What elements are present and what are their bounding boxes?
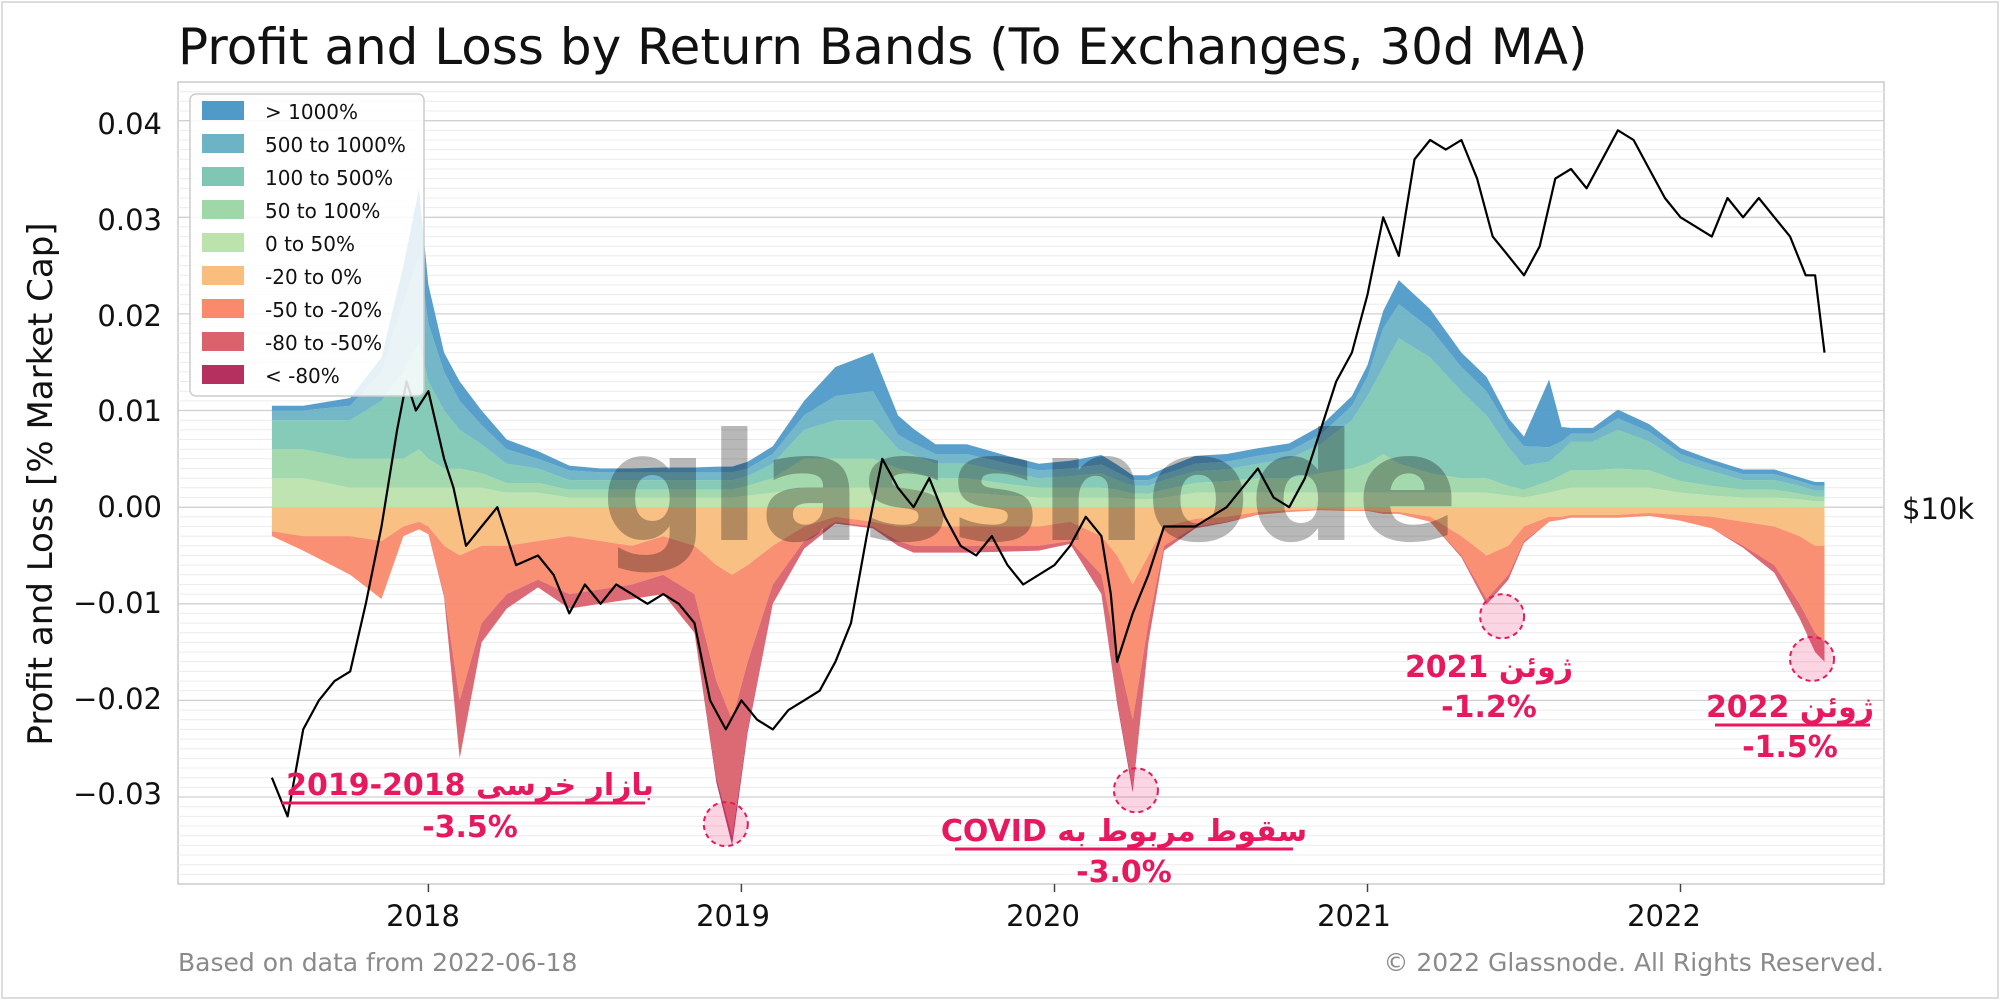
y-tick-label: 0.01 (97, 394, 162, 428)
legend-swatch (202, 200, 244, 219)
x-tick-label: 2018 (386, 899, 460, 933)
legend-swatch (202, 266, 244, 285)
price-line (270, 129, 1826, 818)
legend-label: -50 to -20% (265, 298, 382, 322)
area-100-to-500 (271, 338, 1825, 497)
annotation-bear-market-value: -3.5% (422, 810, 518, 845)
legend-swatch (202, 134, 244, 153)
annotation-covid-value: -3.0% (1076, 855, 1172, 890)
y-tick-label: −0.01 (73, 586, 162, 620)
area-neg50-to-neg20 (271, 509, 1825, 720)
legend-swatch (202, 233, 244, 252)
annotation-june-2021-value: -1.2% (1441, 690, 1537, 725)
x-tick-label: 2021 (1317, 899, 1391, 933)
y-tick-label: 0.02 (97, 299, 162, 333)
legend-label: 500 to 1000% (265, 133, 406, 157)
annotation-marker-bear-market (702, 801, 749, 848)
annotations: بازار خرسی 2018-2019 -3.5% سقوط مربوط به… (282, 650, 1874, 890)
y-tick-label: −0.02 (73, 682, 162, 716)
right-axis-label: $10k (1902, 492, 1974, 526)
legend-label: -80 to -50% (265, 331, 382, 355)
legend-swatch (202, 332, 244, 351)
y-axis-ticks: 0.04 0.03 0.02 0.01 0.00 −0.01 −0.02 −0.… (73, 107, 162, 811)
annotation-covid-title: سقوط مربوط به COVID (941, 814, 1307, 849)
legend-swatch (202, 299, 244, 318)
x-tick-label: 2020 (1006, 899, 1080, 933)
y-axis-label: Profit and Loss [% Market Cap] (21, 222, 61, 745)
y-tick-label: 0.04 (97, 107, 162, 141)
legend-label: 100 to 500% (265, 166, 393, 190)
x-axis-ticks: 2018 2019 2020 2021 2022 (386, 899, 1701, 933)
annotation-june-2021-title: ژوئن 2021 (1405, 650, 1573, 685)
footer-copyright: © 2022 Glassnode. All Rights Reserved. (1383, 948, 1884, 977)
stacked-areas (271, 188, 1825, 846)
legend-swatch (202, 167, 244, 186)
area-neg80-to-neg50 (271, 510, 1825, 836)
area-0-to-50 (271, 478, 1825, 508)
legend-swatch (202, 101, 244, 120)
x-tick-label: 2022 (1627, 899, 1701, 933)
annotation-marker-covid-crash (1112, 767, 1159, 814)
annotation-bear-market-title: بازار خرسی 2018-2019 (286, 768, 654, 803)
area-50-to-100 (271, 449, 1825, 502)
legend-swatch (202, 365, 244, 384)
legend: > 1000% 500 to 1000% 100 to 500% 50 to 1… (189, 93, 425, 397)
watermark: glassnode (601, 402, 1459, 576)
footer-source: Based on data from 2022-06-18 (178, 948, 577, 977)
price-series (270, 129, 1826, 818)
x-tick-label: 2019 (696, 899, 770, 933)
legend-label: > 1000% (265, 100, 358, 124)
annotation-markers (702, 593, 1835, 848)
annotation-june-2022-value: -1.5% (1742, 730, 1838, 765)
chart-title: Profit and Loss by Return Bands (To Exch… (178, 18, 1587, 76)
legend-box (189, 93, 425, 397)
area-neg20-to-0 (271, 507, 1825, 585)
legend-label: < -80% (265, 364, 340, 388)
y-tick-label: −0.03 (73, 777, 162, 811)
legend-label: 50 to 100% (265, 199, 380, 223)
annotation-marker-june-2022 (1789, 635, 1835, 682)
annotation-marker-june-2021 (1479, 593, 1526, 640)
plot-frame (177, 81, 1885, 885)
annotation-june-2022-title: ژوئن 2022 (1706, 690, 1874, 725)
y-tick-label: 0.00 (97, 490, 162, 524)
y-tick-label: 0.03 (97, 203, 162, 237)
legend-label: 0 to 50% (265, 232, 355, 256)
legend-label: -20 to 0% (265, 265, 362, 289)
